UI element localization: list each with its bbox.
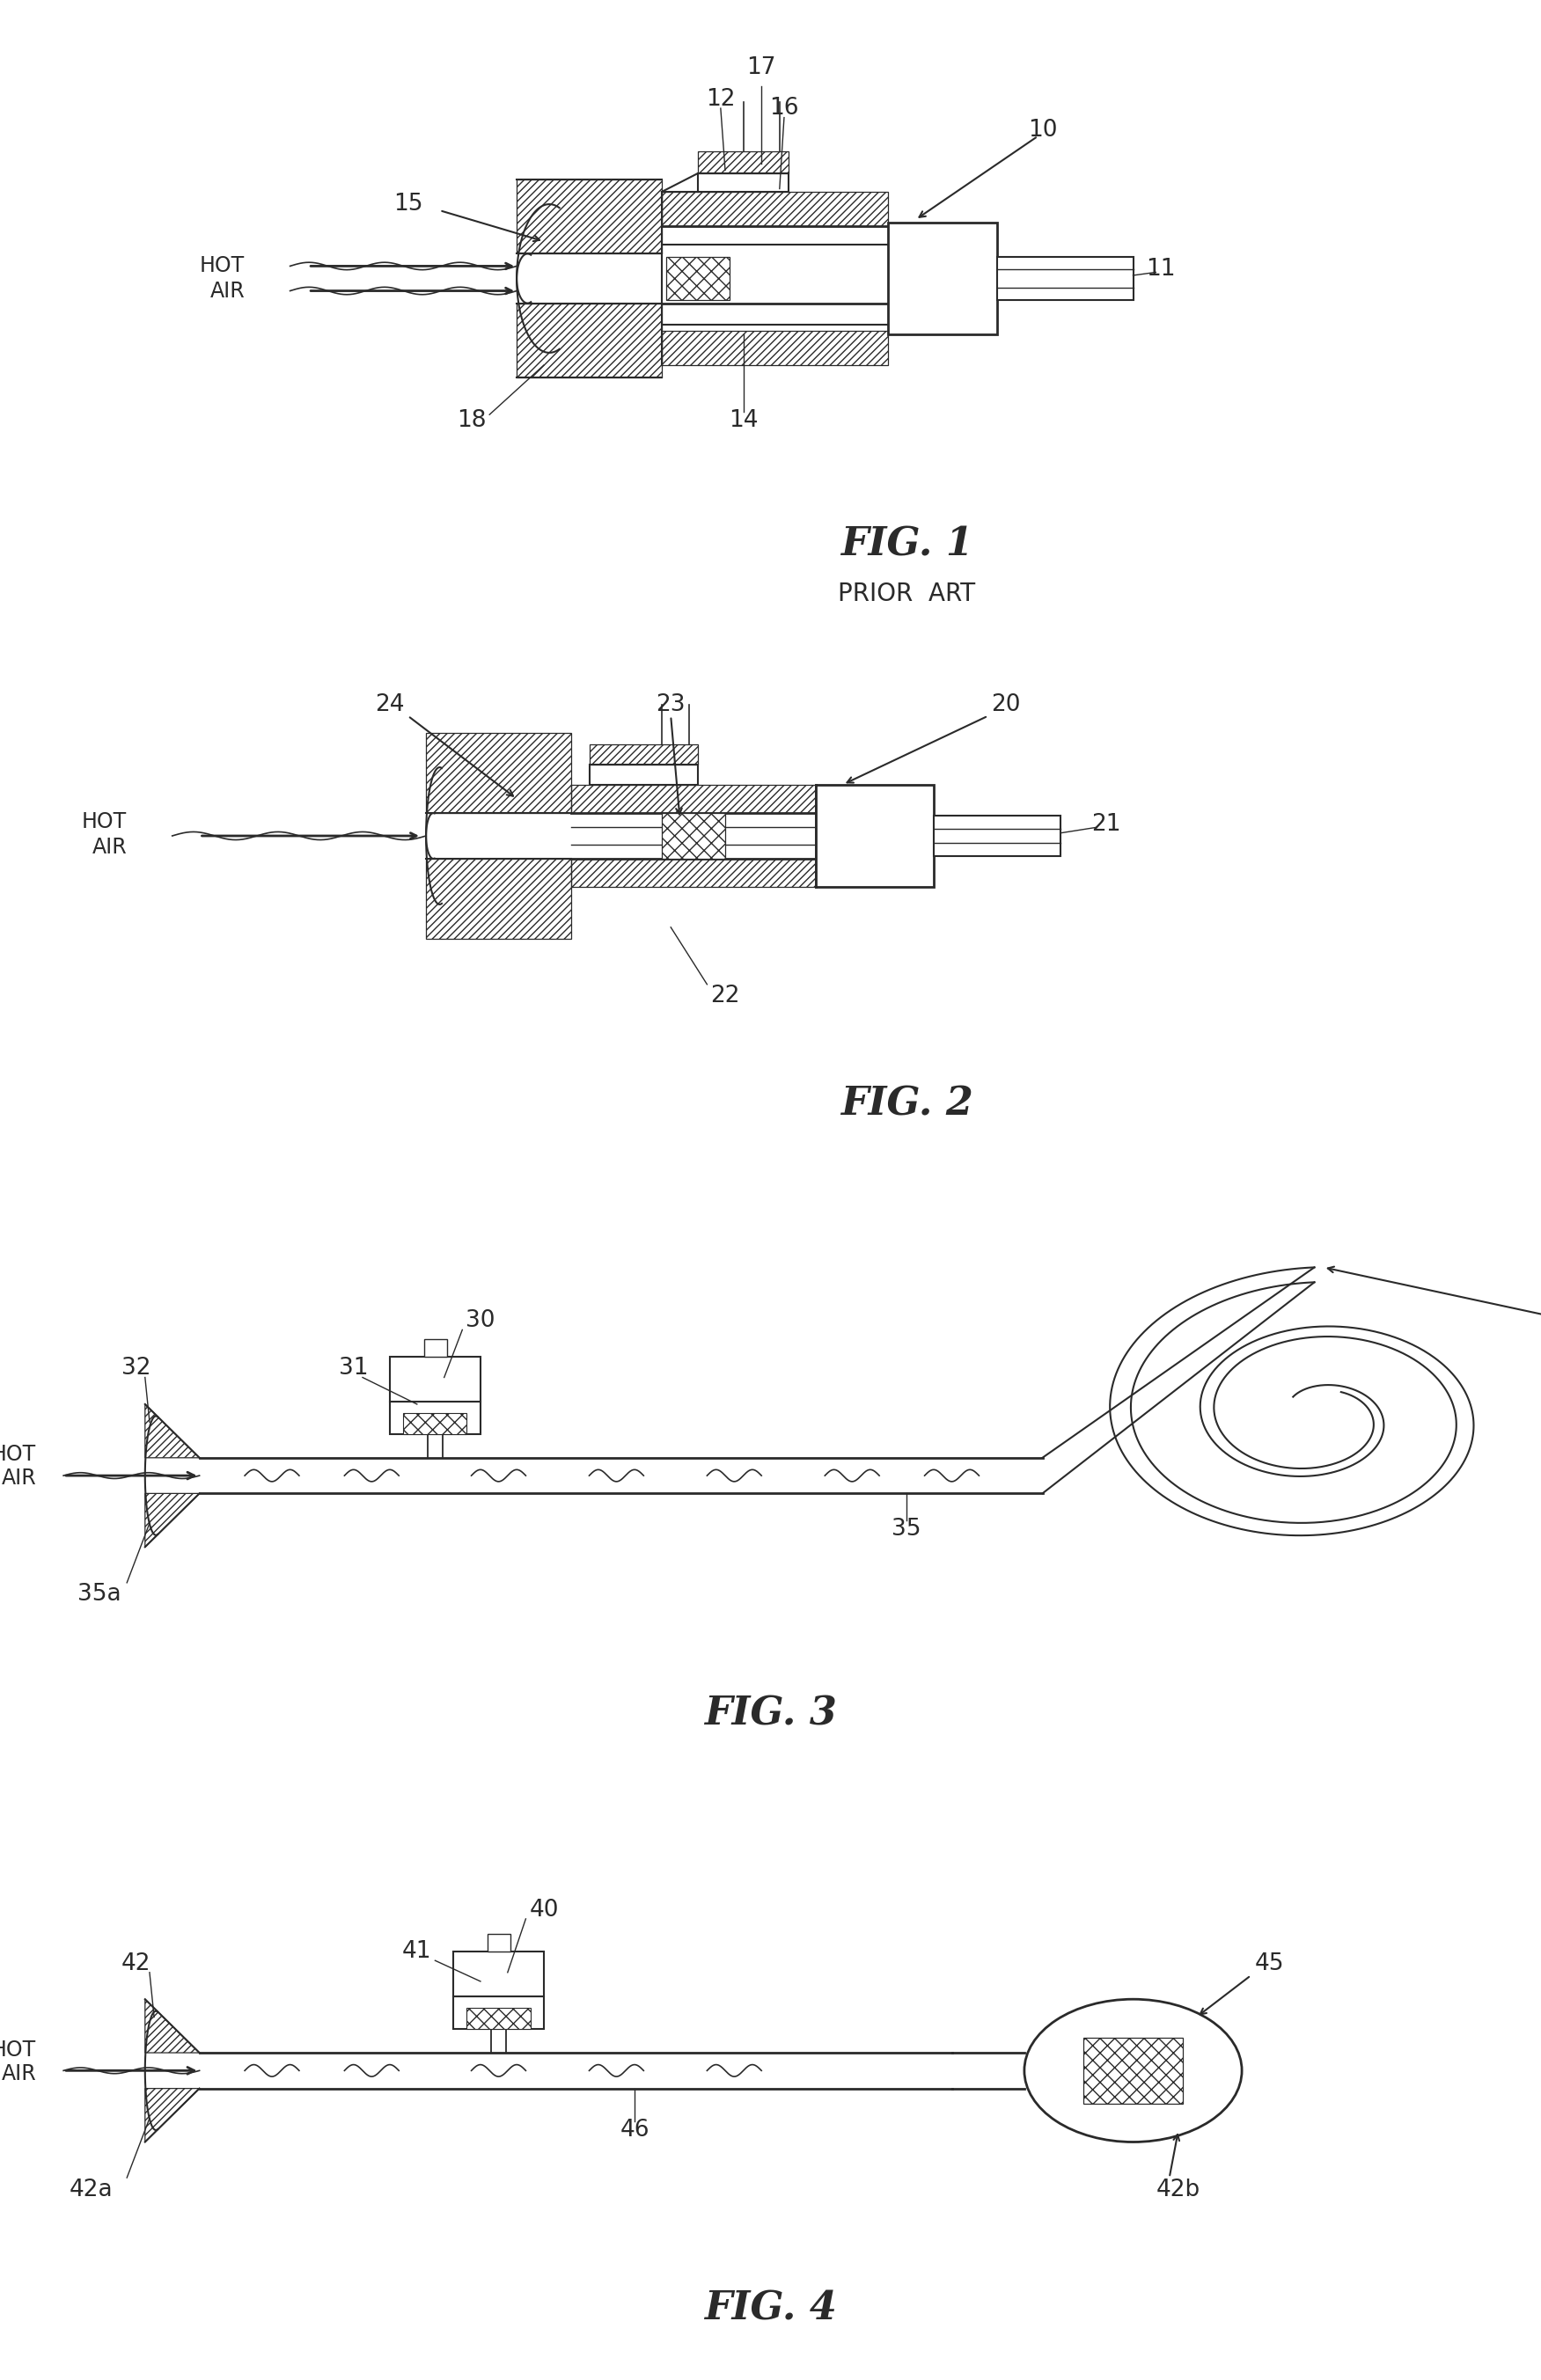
Bar [572,785,815,814]
Text: HOT: HOT [200,255,245,276]
Bar [589,764,698,785]
Bar [390,1357,481,1402]
Bar [934,816,1060,857]
Text: 16: 16 [769,98,798,119]
Text: 42b: 42b [1156,2178,1200,2202]
Text: AIR: AIR [210,281,245,302]
Text: 31: 31 [339,1357,368,1380]
Bar [404,1414,467,1433]
Text: 17: 17 [747,57,777,79]
Text: 41: 41 [402,1940,431,1964]
Bar [467,2009,530,2028]
Text: AIR: AIR [92,838,126,857]
Bar [997,257,1133,300]
Bar [425,859,572,938]
Text: HOT: HOT [0,1445,37,1466]
Text: 21: 21 [1091,814,1120,835]
Bar [666,257,730,300]
Bar [487,1933,510,1952]
Bar [1083,2037,1183,2104]
Text: AIR: AIR [2,1468,37,1490]
Text: 45: 45 [1254,1952,1284,1975]
Text: 14: 14 [729,409,758,433]
Bar [661,331,888,364]
Text: 32: 32 [122,1357,151,1380]
Text: 35: 35 [892,1518,922,1540]
Bar [698,174,789,193]
Bar [453,1997,544,2028]
Text: 42a: 42a [69,2178,112,2202]
Text: 18: 18 [456,409,485,433]
Bar [516,302,661,378]
Text: 15: 15 [393,193,422,217]
Text: 40: 40 [529,1899,559,1921]
Text: 10: 10 [1028,119,1057,140]
Bar [516,178,661,255]
Text: HOT: HOT [82,812,126,833]
Bar [424,1338,447,1357]
Text: FIG. 3: FIG. 3 [704,1695,837,1733]
Text: 46: 46 [619,2118,649,2142]
Bar [425,733,572,814]
Text: 30: 30 [465,1309,495,1333]
Text: AIR: AIR [2,2063,37,2085]
Text: 22: 22 [710,985,740,1007]
Bar [815,785,934,888]
Text: 12: 12 [706,88,735,109]
Text: FIG. 2: FIG. 2 [840,1085,972,1123]
Text: 42: 42 [122,1952,151,1975]
Text: 24: 24 [374,693,405,716]
Bar [572,859,815,888]
Text: 35a: 35a [79,1583,122,1606]
Text: FIG. 1: FIG. 1 [840,526,972,564]
Text: 11: 11 [1145,257,1176,281]
Text: FIG. 4: FIG. 4 [704,2290,837,2328]
Text: HOT: HOT [0,2040,37,2061]
Bar [888,224,997,333]
Bar [589,745,698,764]
Bar [661,193,888,226]
Text: 20: 20 [991,693,1022,716]
Text: PRIOR  ART: PRIOR ART [838,581,975,607]
Text: 23: 23 [656,693,686,716]
Bar [390,1402,481,1433]
Bar [453,1952,544,1997]
Bar [698,152,789,174]
Circle shape [1025,1999,1242,2142]
Bar [661,814,726,859]
